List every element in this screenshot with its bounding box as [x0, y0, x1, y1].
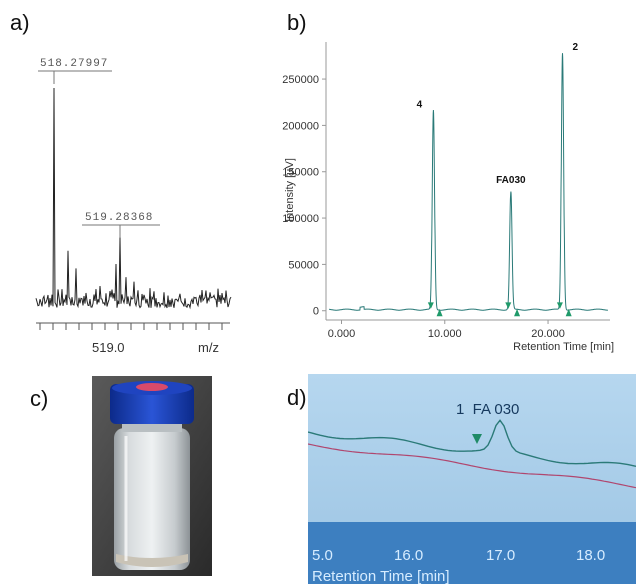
- vial-liquid: [116, 554, 188, 567]
- chrom-y-tick-label: 250000: [282, 74, 319, 86]
- screen-chromatogram: 1 FA 030 5.0 16.0 17.0 18.0 Retention Time …: [308, 374, 636, 584]
- peak-end-marker-icon: [436, 308, 443, 317]
- screen-peak-label: 1 FA 030: [456, 401, 519, 418]
- chrom-x-axis-label: Retention Time [min]: [513, 341, 614, 353]
- chrom-x-tick-label: 0.000: [328, 328, 356, 340]
- peak-markers: [427, 302, 572, 317]
- ms-peak-label-2: 519.28368: [85, 212, 153, 224]
- chrom-y-tick-label: 0: [313, 306, 319, 318]
- peak-end-marker-icon: [565, 308, 572, 317]
- screen-peak-marker-icon: [472, 434, 482, 444]
- peak-start-marker-icon: [505, 302, 512, 309]
- screen-x-tick-label: 18.0: [576, 547, 605, 564]
- ms-x-axis-label: m/z: [198, 340, 219, 355]
- vial-photo: [92, 376, 212, 576]
- chrom-x-tick-label: 20.000: [531, 328, 565, 340]
- mass-spectrum-chart: 518.27997 519.28368 519.0 m/z: [35, 58, 232, 355]
- chromatogram-chart: 0 50000 100000 150000 200000 250000 0.000 10.0…: [282, 42, 614, 353]
- peak-end-marker-icon: [514, 308, 521, 317]
- ms-x-ticks: [39, 323, 223, 330]
- screen-x-axis-label: Retention Time [min]: [312, 568, 450, 584]
- panel-label-c: c): [30, 386, 49, 411]
- peak-start-marker-icon: [427, 302, 434, 309]
- chrom-peak-label: 4: [417, 100, 423, 111]
- vial-cap: [110, 384, 194, 424]
- chrom-y-tick-label: 50000: [288, 259, 319, 271]
- panel-label-d: d): [287, 385, 307, 410]
- chrom-peak-label: 2: [572, 42, 578, 53]
- panel-label-b: b): [287, 10, 307, 35]
- chrom-y-tick-label: 100000: [282, 213, 319, 225]
- chrom-x-tick-label: 10.000: [428, 328, 462, 340]
- chrom-y-axis-label: Intensity [µV]: [284, 158, 296, 222]
- vial-septum-icon: [136, 383, 168, 391]
- ms-peak-label-1: 518.27997: [40, 58, 108, 70]
- panel-label-a: a): [10, 10, 30, 35]
- chromatogram-trace: [329, 53, 608, 311]
- screen-x-tick-label: 17.0: [486, 547, 515, 564]
- chrom-y-tick-label: 150000: [282, 167, 319, 179]
- ms-x-tick-label: 519.0: [92, 340, 125, 355]
- vial-body: [114, 428, 190, 570]
- screen-axis-band: [308, 522, 636, 584]
- chrom-peak-label: FA030: [496, 175, 526, 186]
- ms-trace: [35, 87, 232, 310]
- screen-x-tick-label: 16.0: [394, 547, 423, 564]
- screen-baseline-trace: [308, 443, 636, 489]
- peak-start-marker-icon: [556, 302, 563, 309]
- screen-x-tick-label: 5.0: [312, 547, 333, 564]
- screen-chrom-trace: [308, 419, 636, 467]
- chrom-y-tick-label: 200000: [282, 120, 319, 132]
